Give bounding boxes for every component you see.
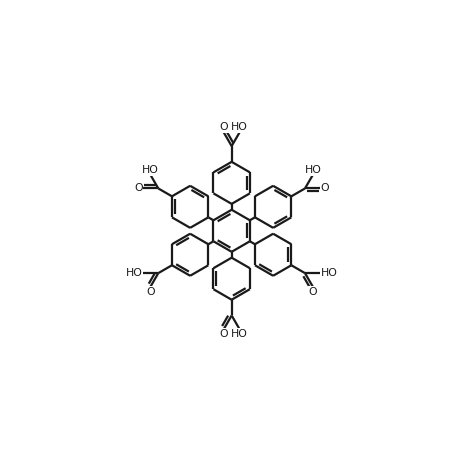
Text: O: O — [308, 287, 317, 297]
Text: HO: HO — [125, 268, 142, 278]
Text: HO: HO — [320, 268, 337, 278]
Text: O: O — [320, 183, 329, 193]
Text: O: O — [219, 122, 228, 133]
Text: O: O — [146, 287, 154, 297]
Text: HO: HO — [230, 122, 248, 133]
Text: HO: HO — [304, 165, 321, 175]
Text: O: O — [133, 183, 142, 193]
Text: O: O — [219, 329, 228, 339]
Text: HO: HO — [230, 329, 248, 339]
Text: HO: HO — [142, 165, 158, 175]
